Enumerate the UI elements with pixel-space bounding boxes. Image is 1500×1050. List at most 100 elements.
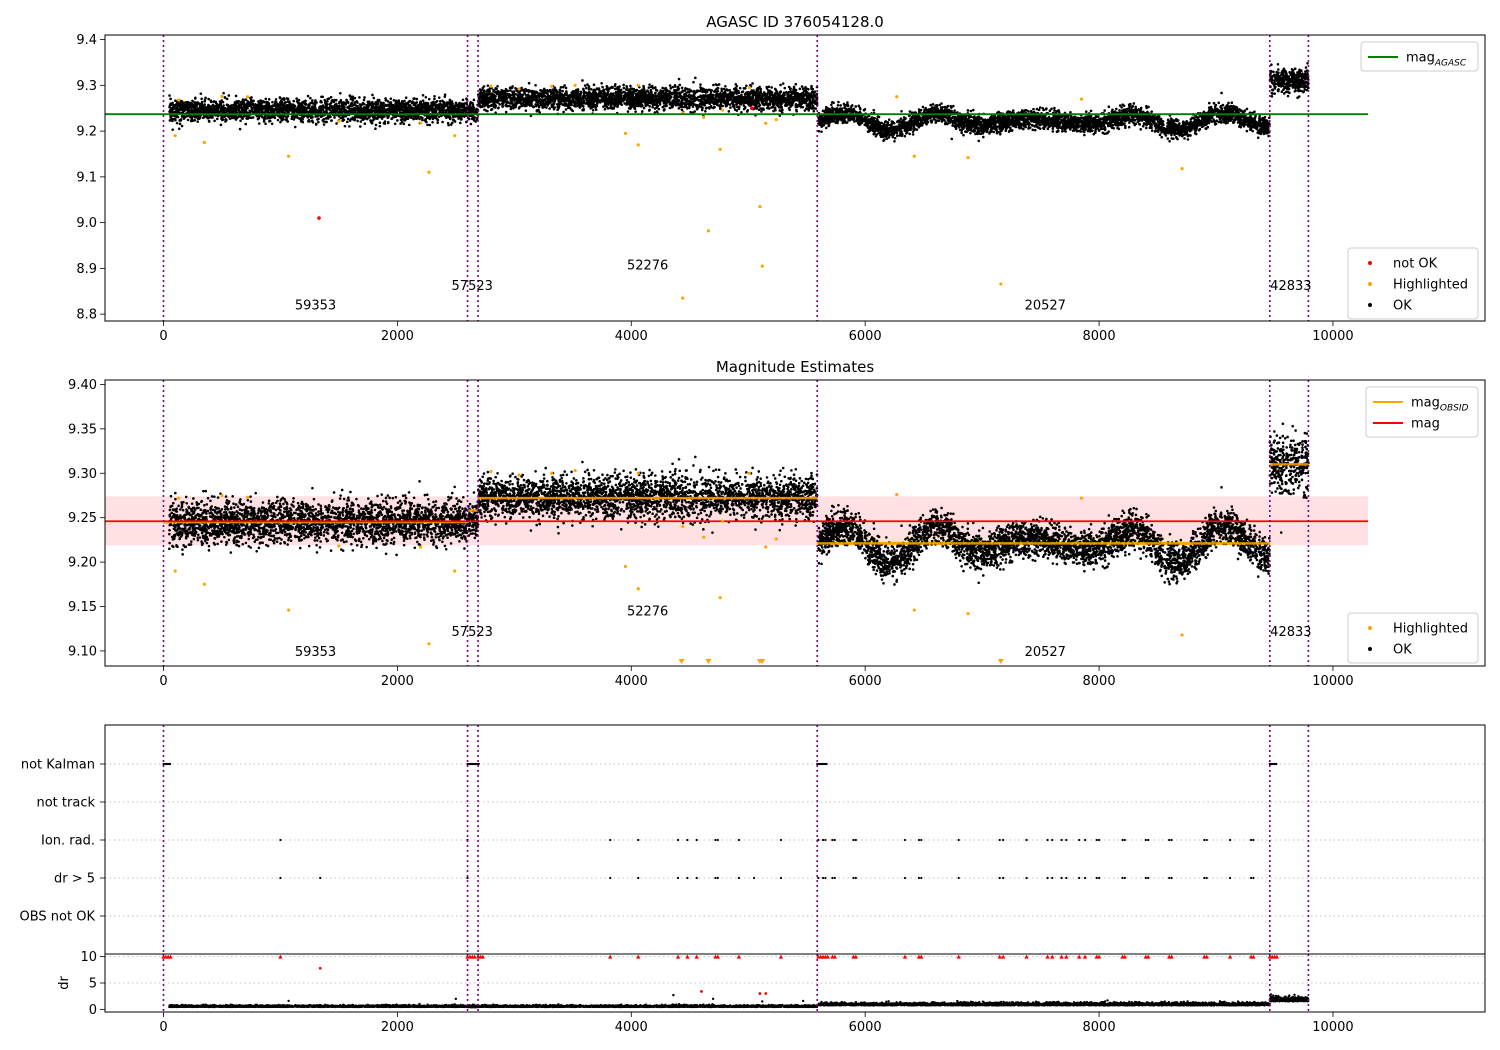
legend-label-subscript: OBSID: [1440, 404, 1469, 414]
x-tick-label: 10000: [1312, 329, 1353, 344]
obsid-label: 52276: [627, 259, 668, 274]
flag-point: [998, 838, 1001, 842]
flag-point: [1250, 838, 1253, 842]
flag-point: [279, 876, 282, 880]
highlighted-point: [706, 229, 711, 233]
dr-capped-marker: [472, 954, 477, 959]
flag-point: [637, 876, 640, 880]
dr-capped-marker: [825, 954, 830, 959]
flag-point: [854, 876, 857, 880]
dr-axes-ticks: 0 2000 4000 6000 8000 10000 0 5 10: [80, 950, 1353, 1035]
dr-ok-outlier: [801, 999, 805, 1003]
ok-points: [168, 61, 1310, 143]
dr-ok-points: [168, 993, 1310, 1009]
x-tick-label: 10000: [1312, 674, 1353, 689]
flag-point: [1121, 876, 1124, 880]
flag-point: [1252, 876, 1255, 880]
flag-point: [695, 838, 698, 842]
top-legend-mag-agasc: magAGASC: [1360, 41, 1479, 72]
flag-point: [1147, 876, 1150, 880]
x-tick-label: 8000: [1083, 329, 1116, 344]
highlighted-point: [623, 564, 628, 569]
highlighted-point: [202, 140, 207, 145]
top-plot-data: 59353 57523 52276 20527 42833: [105, 35, 1369, 321]
highlighted-point: [681, 296, 685, 300]
dr-capped-marker: [278, 954, 283, 959]
flag-category-label: dr > 5: [54, 872, 95, 887]
highlighted-point: [220, 493, 224, 498]
y-tick-label: 9.1: [76, 170, 97, 185]
x-tick-label: 8000: [1083, 1020, 1116, 1035]
highlighted-point: [489, 469, 493, 474]
flag-point: [1252, 838, 1255, 842]
dr-capped-marker: [736, 954, 742, 959]
top-legend-status: not OK Highlighted OK: [1347, 247, 1479, 320]
flag-point: [1065, 876, 1068, 880]
top-axes-ticks: 0 2000 4000 6000 8000 10000 8.8 8.9 9.0 9.1 9.2 9.3…: [76, 33, 1353, 344]
obsid-label: 52276: [627, 604, 668, 619]
highlighted-point: [720, 108, 725, 112]
x-tick-label: 2000: [381, 329, 414, 344]
y-tick-label: 9.10: [68, 644, 97, 659]
highlighted-point: [966, 611, 970, 616]
highlighted-point: [246, 95, 250, 99]
highlighted-point: [774, 537, 778, 541]
y-tick-label: 9.0: [76, 216, 97, 231]
legend-marker-swatch: [1368, 282, 1372, 286]
x-tick-label: 0: [159, 1020, 167, 1035]
obsid-label: 59353: [295, 299, 336, 314]
flag-point: [1097, 838, 1101, 842]
flag-point: [1060, 876, 1063, 880]
flag-point: [957, 838, 960, 842]
flag-point: [1123, 876, 1126, 880]
flag-point: [903, 876, 907, 880]
y-tick-label: 9.20: [68, 556, 97, 571]
flag-point: [1095, 876, 1098, 880]
flag-point: [825, 762, 828, 766]
flag-point: [831, 876, 834, 880]
y-tick-label: 0: [89, 1003, 97, 1018]
highlighted-point: [287, 608, 291, 612]
flag-point: [1051, 838, 1054, 842]
flag-point: [737, 876, 740, 880]
highlighted-point: [636, 587, 640, 591]
highlighted-out-of-range-marker: [759, 659, 766, 664]
ok-points: [168, 422, 1310, 586]
dr-ok-outlier: [761, 1000, 764, 1003]
flag-point: [821, 876, 825, 880]
legend-marker-swatch: [1368, 303, 1372, 307]
flag-point: [917, 838, 921, 842]
highlighted-point: [337, 119, 341, 123]
dr-capped-marker: [853, 954, 859, 959]
dr-capped-marker: [1024, 954, 1029, 959]
flag-point: [1123, 838, 1126, 842]
dr-not-ok-point: [758, 992, 762, 995]
highlighted-point: [720, 519, 725, 523]
dr-capped-marker: [1059, 954, 1064, 959]
dr-capped-marker: [902, 954, 908, 959]
top-panel-title: AGASC ID 376054128.0: [706, 13, 884, 31]
flag-point: [279, 838, 282, 842]
flag-point: [920, 876, 923, 880]
flag-point: [1046, 876, 1049, 880]
middle-panel-title: Magnitude Estimates: [716, 358, 874, 376]
flag-point: [1078, 838, 1081, 842]
dr-capped-marker: [1050, 954, 1055, 959]
highlighted-out-of-range-marker: [678, 659, 685, 664]
highlighted-point: [489, 84, 493, 88]
flag-point: [1144, 838, 1147, 842]
highlighted-point: [517, 87, 521, 91]
flag-category-label: not track: [36, 796, 95, 811]
x-tick-label: 6000: [849, 329, 882, 344]
legend-label: Highlighted: [1393, 622, 1468, 637]
x-tick-label: 2000: [381, 1020, 414, 1035]
flag-point: [998, 876, 1001, 880]
magnitude-estimates-panel: Magnitude Estimates 59353 57523 52276 20527…: [68, 358, 1486, 689]
highlighted-point: [177, 496, 181, 500]
flag-point: [466, 876, 469, 880]
not-ok-point: [749, 106, 754, 111]
flag-point: [752, 876, 756, 880]
flag-point: [1203, 838, 1206, 842]
